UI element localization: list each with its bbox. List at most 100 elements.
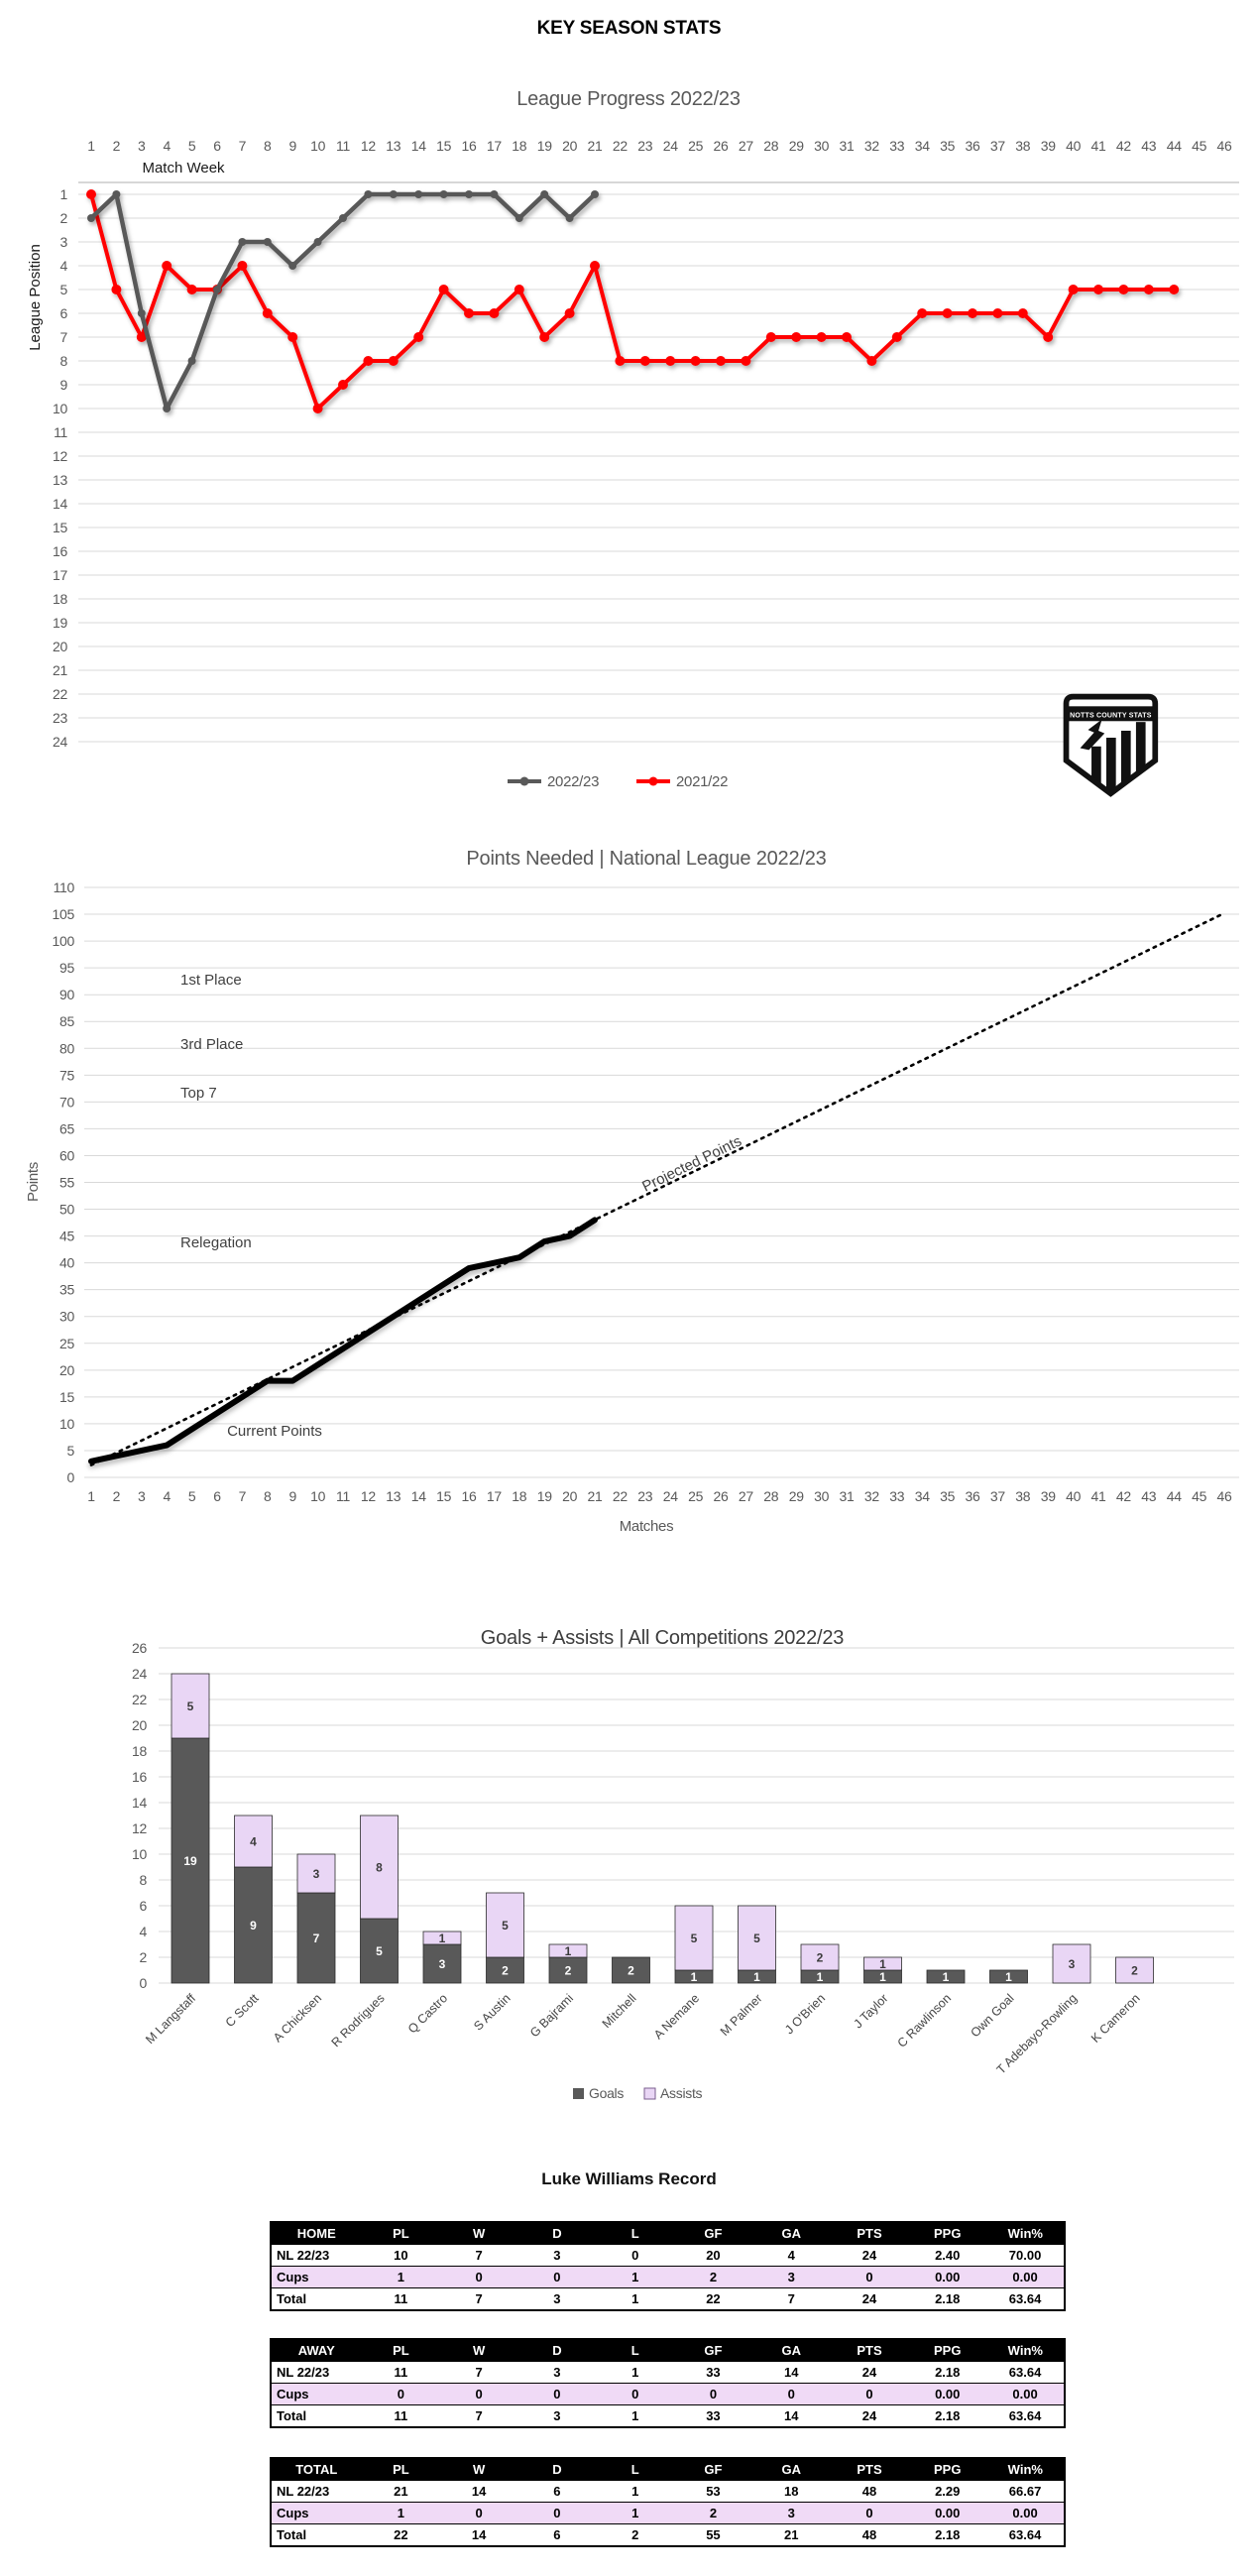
svg-text:18: 18: [512, 138, 526, 154]
svg-text:19: 19: [537, 138, 552, 154]
svg-text:8: 8: [264, 1488, 272, 1504]
projected-points-line: [89, 911, 1226, 1466]
svg-text:44: 44: [1167, 138, 1182, 154]
category-label: A Nemane: [651, 1991, 702, 2042]
svg-text:41: 41: [1091, 1488, 1106, 1504]
svg-text:1: 1: [943, 1970, 950, 1984]
cell-value: 24: [830, 2361, 909, 2384]
svg-text:1: 1: [753, 1970, 760, 1984]
svg-text:1: 1: [691, 1970, 698, 1984]
svg-text:45: 45: [59, 1229, 74, 1244]
cell-value: 48: [830, 2523, 909, 2547]
svg-text:3: 3: [439, 1957, 446, 1971]
svg-text:1: 1: [87, 1488, 95, 1504]
match-week-ticks: 1 2 3 4 5 6 7 8 9 10 11 12 13 14 15 16 17 18 19 20 21 22 23 24 2…: [87, 138, 1232, 154]
svg-text:2: 2: [628, 1964, 634, 1978]
svg-text:17: 17: [487, 1488, 502, 1504]
cell-value: 3: [517, 2287, 597, 2311]
svg-text:1: 1: [817, 1970, 824, 1984]
cell-value: 0: [517, 2502, 597, 2524]
badge-bar-icon: [1091, 746, 1101, 794]
svg-text:1: 1: [439, 1932, 446, 1945]
reference-lines: 1st Place 3rd Place Top 7 Relegation: [84, 972, 1239, 1262]
cell-value: 53: [674, 2480, 752, 2503]
cell-value: 1: [362, 2266, 440, 2288]
svg-text:35: 35: [940, 1488, 955, 1504]
svg-text:6: 6: [213, 1488, 221, 1504]
svg-text:32: 32: [864, 138, 879, 154]
category-label: Mitchell: [600, 1991, 639, 2031]
match-week-label: Match Week: [142, 160, 225, 176]
svg-text:60: 60: [59, 1147, 74, 1163]
category-label: M Palmer: [718, 1991, 765, 2039]
legend: Goals Assists: [573, 2085, 703, 2101]
svg-text:12: 12: [361, 138, 376, 154]
svg-text:3: 3: [1069, 1957, 1076, 1971]
svg-text:28: 28: [763, 138, 778, 154]
assists-bar: [738, 1905, 776, 1971]
cell-value: 33: [674, 2404, 752, 2428]
table-header-row: HOME PL W D L GF GA PTS PPG Win%: [270, 2221, 1066, 2245]
svg-text:35: 35: [59, 1282, 74, 1298]
svg-text:29: 29: [789, 1488, 804, 1504]
table-header-row: TOTAL PL W D L GF GA PTS PPG Win%: [270, 2457, 1066, 2481]
record-table-home: HOME PL W D L GF GA PTS PPG Win% NL 22/23 10 7 3 0 20 4 2…: [270, 2221, 1066, 2311]
table-header-row: AWAY PL W D L GF GA PTS PPG Win%: [270, 2338, 1066, 2362]
category-label: Q Castro: [405, 1991, 450, 2036]
cell-value: 14: [439, 2480, 518, 2503]
cell-value: 2: [596, 2523, 675, 2547]
column-header: PPG: [907, 2457, 987, 2481]
svg-text:75: 75: [59, 1067, 74, 1083]
svg-text:35: 35: [940, 138, 955, 154]
svg-text:21: 21: [588, 1488, 603, 1504]
svg-text:70: 70: [59, 1094, 74, 1110]
svg-text:3: 3: [138, 138, 146, 154]
svg-text:8: 8: [376, 1861, 383, 1875]
cell-value: 1: [596, 2266, 675, 2288]
svg-text:22: 22: [53, 686, 67, 702]
legend-label: 2022/23: [547, 773, 599, 790]
goals-bar: [486, 1956, 524, 1984]
svg-text:2: 2: [817, 1951, 824, 1965]
svg-text:2: 2: [113, 1488, 121, 1504]
svg-text:25: 25: [59, 1336, 74, 1351]
column-header: PPG: [907, 2221, 987, 2245]
assists-bar: [486, 1892, 524, 1958]
cell-value: 14: [439, 2523, 518, 2547]
svg-text:1: 1: [1005, 1970, 1012, 1984]
row-label: Total: [271, 2287, 362, 2311]
badge-bar-icon: [1120, 730, 1131, 794]
cell-value: 2.40: [908, 2244, 987, 2267]
svg-text:40: 40: [1066, 1488, 1081, 1504]
svg-text:8: 8: [264, 138, 272, 154]
cell-value: 70.00: [986, 2244, 1065, 2267]
svg-text:7: 7: [239, 1488, 247, 1504]
svg-text:13: 13: [386, 138, 400, 154]
cell-value: 14: [751, 2404, 831, 2428]
svg-text:19: 19: [53, 615, 67, 631]
badge-title: NOTTS COUNTY STATS: [1070, 712, 1152, 719]
cell-value: 0: [439, 2266, 518, 2288]
ref-line-label: 1st Place: [180, 972, 242, 989]
series-2022-23: [87, 190, 599, 412]
cell-value: 3: [517, 2361, 597, 2384]
cell-value: 0: [362, 2383, 440, 2405]
assists-bar: [548, 1943, 588, 1958]
svg-text:2: 2: [140, 1949, 148, 1965]
category-label: G Bajrami: [527, 1991, 576, 2040]
svg-text:42: 42: [1116, 138, 1131, 154]
svg-text:13: 13: [53, 472, 67, 488]
svg-text:11: 11: [336, 138, 350, 154]
svg-text:31: 31: [840, 1488, 855, 1504]
cell-value: 24: [830, 2404, 909, 2428]
svg-text:105: 105: [53, 906, 75, 922]
goals-bar: [360, 1918, 399, 1984]
table-scope-header: TOTAL: [270, 2457, 363, 2481]
table-row: NL 22/23 11 7 3 1 33 14 24 2.18 63.64: [271, 2361, 1065, 2384]
category-label: A Chicksen: [271, 1991, 324, 2045]
svg-text:22: 22: [613, 1488, 628, 1504]
cell-value: 0: [439, 2383, 518, 2405]
cell-value: 2: [674, 2502, 752, 2524]
svg-text:20: 20: [562, 1488, 577, 1504]
svg-text:2: 2: [60, 210, 68, 226]
